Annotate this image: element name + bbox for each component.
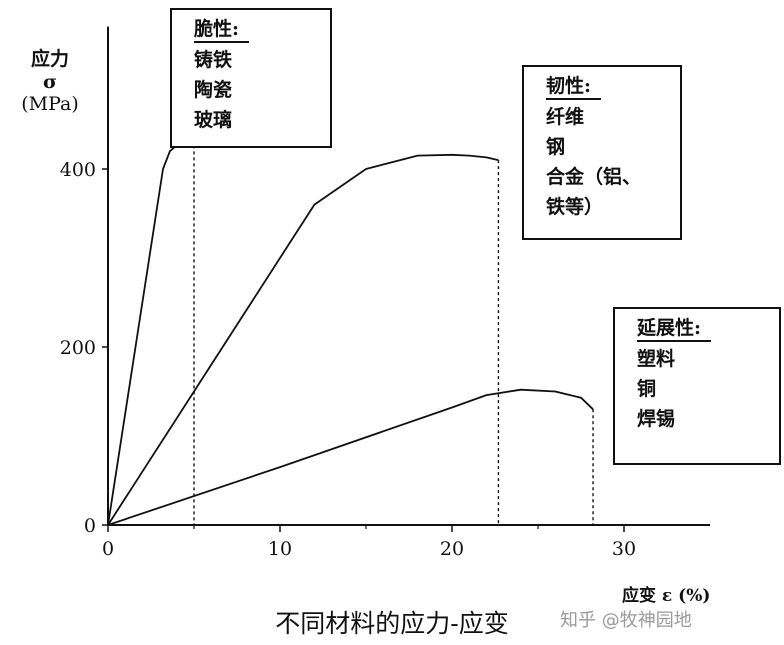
y-axis-label-line: σ <box>42 71 57 93</box>
annotation-heading: 韧性: <box>546 74 602 100</box>
annotation-item: 铸铁 <box>194 49 233 71</box>
tick-group: 0 10 20 30 0 200 400 <box>60 159 636 560</box>
y-tick-label: 400 <box>60 159 96 181</box>
y-tick-label: 0 <box>84 515 96 537</box>
annotation-item: 铁等） <box>546 196 604 218</box>
y-axis-label-line: (MPa) <box>21 93 79 115</box>
annotation-heading: 脆性: <box>194 17 250 43</box>
annotation-brittle: 脆性: 铸铁 陶瓷 玻璃 <box>170 8 332 148</box>
series-line-2 <box>107 153 499 526</box>
annotation-item: 合金（铝、 <box>546 166 642 188</box>
x-tick-label: 20 <box>440 538 464 560</box>
x-tick-label: 0 <box>102 538 114 560</box>
curves <box>107 132 594 526</box>
annotation-item: 陶瓷 <box>194 79 233 101</box>
axes <box>107 26 710 526</box>
x-tick-label: 30 <box>612 538 636 560</box>
figure-caption: 不同材料的应力-应变 <box>275 609 509 638</box>
series-line-1 <box>107 132 195 526</box>
annotation-item: 焊锡 <box>637 408 676 430</box>
annotation-ductile: 延展性: 塑料 铜 焊锡 <box>613 307 781 465</box>
annotation-item: 钢 <box>546 136 566 158</box>
annotation-item: 玻璃 <box>194 109 233 131</box>
annotation-item: 纤维 <box>546 106 585 128</box>
annotation-item: 铜 <box>637 378 657 400</box>
annotation-item: 塑料 <box>637 348 676 370</box>
y-axis-label: 应力 σ (MPa) <box>10 44 90 115</box>
y-tick-label: 200 <box>60 337 96 359</box>
x-tick-label: 10 <box>268 538 292 560</box>
x-axis-label: 应变 ε (%) <box>622 586 711 606</box>
annotation-heading: 延展性: <box>637 316 712 342</box>
watermark: 知乎 @牧神园地 <box>560 610 692 631</box>
annotation-tough: 韧性: 纤维 钢 合金（铝、 铁等） <box>522 65 682 240</box>
series-line-3 <box>107 388 594 526</box>
y-axis-label-line: 应力 <box>30 48 69 70</box>
